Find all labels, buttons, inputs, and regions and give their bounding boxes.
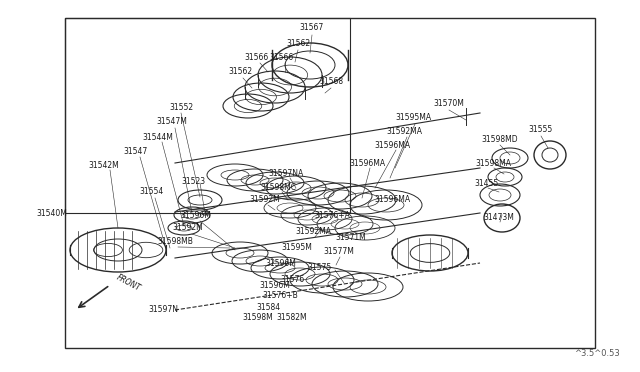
Text: 31547M: 31547M bbox=[157, 118, 188, 126]
Text: 31592MA: 31592MA bbox=[386, 128, 422, 137]
Text: 31577M: 31577M bbox=[324, 247, 355, 257]
Text: 31542M: 31542M bbox=[88, 161, 120, 170]
Text: 31598MA: 31598MA bbox=[475, 158, 511, 167]
Text: 31596MA: 31596MA bbox=[349, 158, 385, 167]
Text: 31576+B: 31576+B bbox=[262, 291, 298, 299]
Bar bbox=[65, 18, 595, 348]
Text: 31555: 31555 bbox=[529, 125, 553, 135]
Text: 31562: 31562 bbox=[286, 38, 310, 48]
Text: 31568: 31568 bbox=[319, 77, 343, 87]
Text: 31523: 31523 bbox=[181, 176, 205, 186]
Text: 31562: 31562 bbox=[228, 67, 252, 77]
Text: 31596MA: 31596MA bbox=[374, 196, 410, 205]
Text: 31595MA: 31595MA bbox=[395, 113, 431, 122]
Text: 31597NA: 31597NA bbox=[268, 169, 303, 177]
Text: 31582M: 31582M bbox=[276, 314, 307, 323]
Text: 31566: 31566 bbox=[245, 52, 269, 61]
Text: 31552: 31552 bbox=[169, 103, 193, 112]
Text: FRONT: FRONT bbox=[115, 273, 142, 293]
Text: 31567: 31567 bbox=[300, 23, 324, 32]
Text: 31596M: 31596M bbox=[260, 280, 291, 289]
Text: 31598MB: 31598MB bbox=[157, 237, 193, 247]
Text: 31598MC: 31598MC bbox=[260, 183, 296, 192]
Text: 31566: 31566 bbox=[270, 52, 294, 61]
Text: 31596M: 31596M bbox=[180, 211, 211, 219]
Text: 31473M: 31473M bbox=[484, 212, 515, 221]
Text: 31595M: 31595M bbox=[282, 244, 312, 253]
Text: 31597N: 31597N bbox=[148, 305, 178, 314]
Text: 31592M: 31592M bbox=[250, 196, 280, 205]
Text: 31540M: 31540M bbox=[36, 208, 67, 218]
Text: 31592M: 31592M bbox=[173, 224, 204, 232]
Text: 31576+A: 31576+A bbox=[314, 212, 350, 221]
Text: 31575: 31575 bbox=[308, 263, 332, 273]
Text: 31598M: 31598M bbox=[243, 314, 273, 323]
Text: 31570M: 31570M bbox=[433, 99, 465, 108]
Text: 31584: 31584 bbox=[256, 302, 280, 311]
Bar bbox=[65, 18, 350, 213]
Text: ^3.5^0.53: ^3.5^0.53 bbox=[574, 349, 620, 358]
Text: 31596M: 31596M bbox=[266, 259, 296, 267]
Text: 31571M: 31571M bbox=[335, 232, 366, 241]
Text: 31576: 31576 bbox=[281, 276, 305, 285]
Text: 31544M: 31544M bbox=[143, 132, 173, 141]
Text: 31596MA: 31596MA bbox=[374, 141, 410, 150]
Text: 31598MD: 31598MD bbox=[482, 135, 518, 144]
Text: 31547: 31547 bbox=[124, 148, 148, 157]
Text: 31554: 31554 bbox=[140, 187, 164, 196]
Text: 31455: 31455 bbox=[475, 179, 499, 187]
Text: 31592MA: 31592MA bbox=[295, 228, 331, 237]
